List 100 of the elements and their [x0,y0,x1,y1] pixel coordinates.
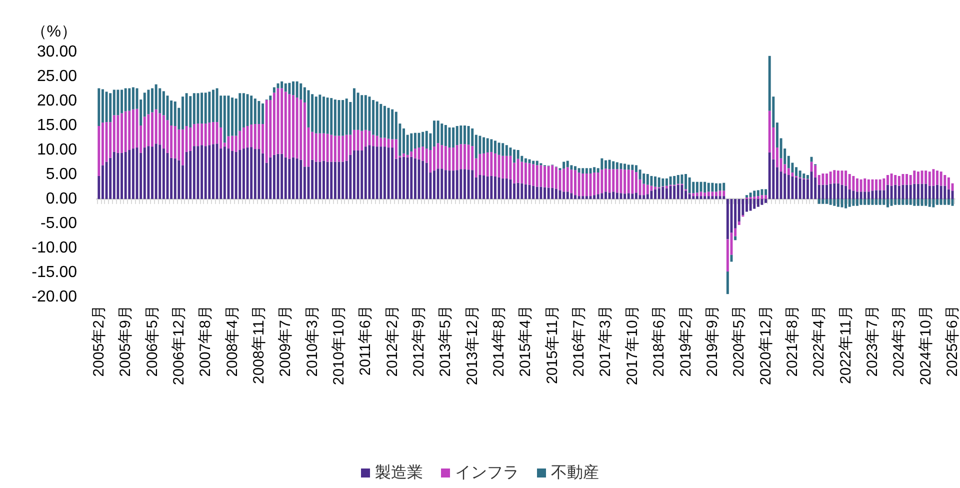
bar [646,174,649,185]
x-tick-label: 2014年8月 [490,305,508,377]
bar [147,90,150,114]
bar [787,168,790,175]
x-tick-label: 2022年11月 [837,305,854,384]
x-tick-label: 2005年2月 [90,305,108,377]
bar [505,145,508,156]
bar [756,196,760,199]
bar [547,188,550,199]
bar [802,179,806,199]
bar [734,236,737,240]
bar [440,168,444,199]
bar [284,157,287,199]
bar [456,126,458,146]
bar [829,199,832,205]
bar [532,164,535,186]
bar [364,95,367,130]
bar [920,184,924,199]
bar [288,94,291,159]
bar [471,170,474,199]
bar [280,81,284,88]
bar [452,170,455,199]
bar [311,94,314,132]
bar [120,90,124,114]
bar [745,195,748,198]
bar [338,162,340,199]
bar [300,160,302,199]
bar [414,148,416,158]
bar [554,188,558,199]
bar [242,148,245,199]
bar [185,152,188,199]
bar [745,199,748,212]
bar [192,146,196,199]
bar [212,122,214,144]
bar [272,92,276,155]
bar [112,152,116,199]
bar [105,162,108,199]
bar [829,184,832,199]
bar [540,165,542,187]
bar [844,199,848,208]
bar [498,177,500,199]
bar [916,184,920,199]
bar [894,174,897,185]
bar [707,196,710,199]
bar [894,184,897,199]
bar [852,176,855,191]
y-axis-title: （%） [30,24,77,40]
bar [802,174,806,178]
bar [524,162,527,184]
bar [376,101,378,136]
bar [410,151,413,157]
bar [376,146,378,199]
bar [238,150,242,199]
y-tick-label: 5.00 [46,166,78,183]
bar [715,192,718,196]
bar [425,162,428,199]
bar [292,157,294,199]
bar [231,150,234,199]
bar [680,184,684,199]
bar [467,144,470,170]
bar [509,156,512,180]
bar [288,82,291,94]
bar [154,144,158,199]
bar [718,196,722,199]
bar [528,184,531,199]
y-tick-label: 20.00 [36,92,78,110]
bar [532,186,535,199]
bar [536,186,538,199]
bar [342,100,344,136]
bar [676,174,680,184]
x-tick-label: 2022年4月 [810,305,828,377]
bar [589,168,592,174]
bar [696,196,698,199]
bar [936,170,938,185]
bar [494,176,496,199]
bar [582,174,584,196]
bar [391,148,394,199]
bar [932,199,935,208]
bar [380,104,382,138]
bar [947,177,950,190]
bar [544,187,546,199]
bar [311,160,314,199]
bar [280,154,284,199]
bar [387,108,390,139]
bar [848,199,851,207]
bar [116,115,120,153]
bar [547,166,550,188]
bar [250,124,253,148]
bar [856,178,858,192]
bar [208,122,211,146]
bar [806,174,809,179]
bar [707,182,710,192]
bar [154,84,158,110]
bar [928,172,931,186]
bar [864,178,866,192]
bar [516,158,520,183]
x-tick-label: 2010年3月 [304,305,321,377]
bar [322,160,325,199]
bar [410,156,413,199]
bar [932,169,935,186]
